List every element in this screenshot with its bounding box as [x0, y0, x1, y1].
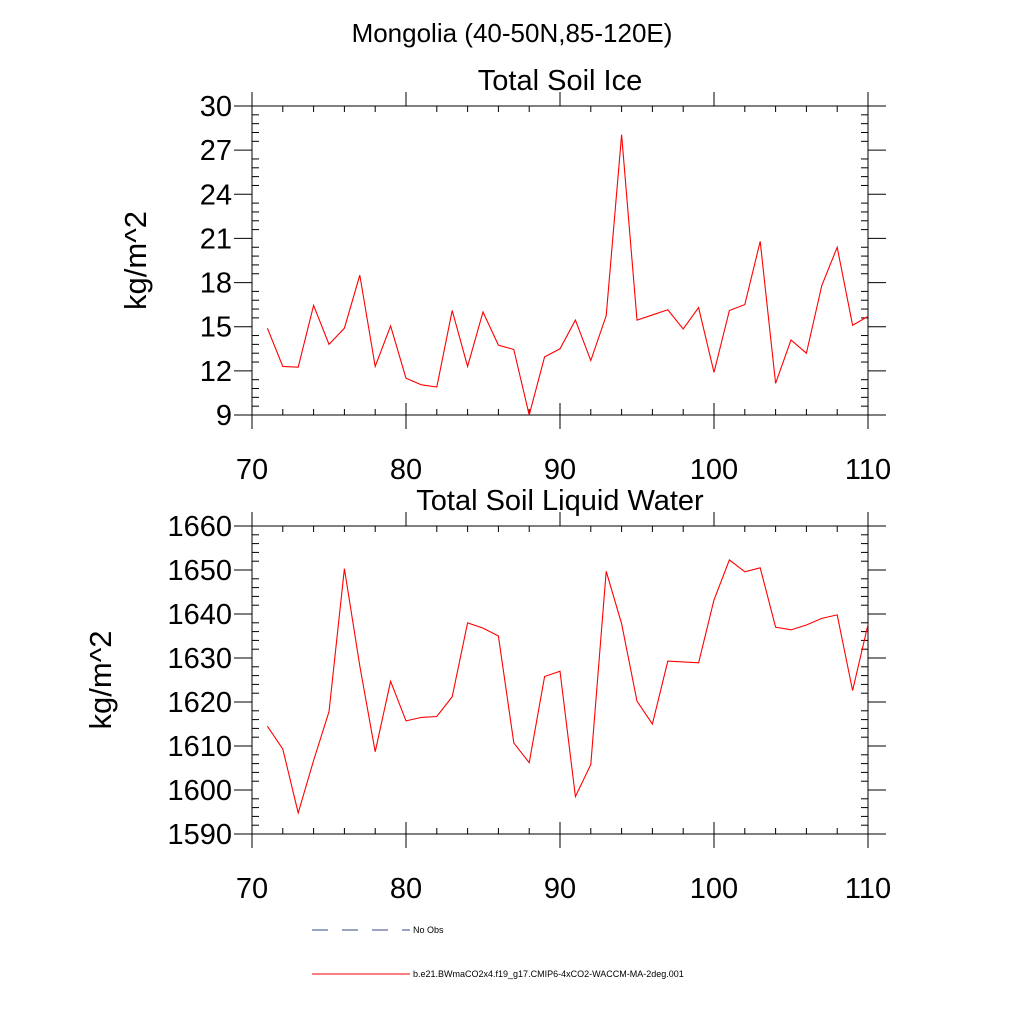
x-tick-label: 100: [690, 873, 738, 905]
y-tick-label: 24: [200, 179, 232, 211]
y-tick-label: 18: [200, 268, 232, 300]
y-tick-label: 27: [200, 135, 232, 167]
x-tick-label: 80: [390, 873, 422, 905]
y-tick-label: 1620: [167, 687, 232, 719]
legend-label: No Obs: [413, 925, 444, 935]
y-tick-label: 1610: [167, 731, 232, 763]
y-tick-label: 21: [200, 223, 232, 255]
legend-label: b.e21.BWmaCO2x4.f19_g17.CMIP6-4xCO2-WACC…: [413, 969, 684, 979]
y-tick-label: 15: [200, 312, 232, 344]
x-tick-label: 110: [845, 454, 891, 486]
axis-ticks: [234, 512, 886, 848]
y-tick-label: 30: [200, 91, 232, 123]
y-tick-label: 1650: [167, 555, 232, 587]
x-tick-label: 90: [544, 454, 576, 486]
x-tick-label: 90: [544, 873, 576, 905]
x-tick-label: 80: [390, 454, 422, 486]
chart-panel-1: Total Soil Ice 70 80 90 100 110 9 12 15 18 21 24 27 3…: [118, 65, 891, 486]
chart-panels: Total Soil Ice 70 80 90 100 110 9 12 15 18 21 24 27 3…: [83, 65, 891, 905]
plot-frame: [251, 105, 869, 416]
x-tick-label: 70: [236, 873, 268, 905]
legend-item-1: No Obs: [312, 925, 444, 935]
axis-ticks: [234, 92, 886, 429]
y-axis-label: kg/m^2: [118, 211, 153, 310]
series-line-1: [266, 134, 869, 416]
x-tick-label: 100: [690, 454, 738, 486]
y-tick-label: 1640: [167, 599, 232, 631]
y-tick-label: 1660: [167, 511, 232, 543]
y-axis-label: kg/m^2: [83, 631, 118, 730]
y-tick-label: 1630: [167, 643, 232, 675]
series-line-1: [266, 558, 869, 816]
y-tick-label: 12: [200, 356, 232, 388]
y-tick-label: 1600: [167, 775, 232, 807]
legend-item-2: b.e21.BWmaCO2x4.f19_g17.CMIP6-4xCO2-WACC…: [312, 969, 684, 979]
legend: No Obs b.e21.BWmaCO2x4.f19_g17.CMIP6-4xCO…: [312, 925, 684, 979]
chart-panel-2: Total Soil Liquid Water 70 80 90 100 110 1590 1…: [83, 485, 891, 905]
x-tick-label: 70: [236, 454, 268, 486]
figure-title: Mongolia (40-50N,85-120E): [352, 18, 673, 48]
panel-title: Total Soil Liquid Water: [416, 485, 704, 517]
panel-title: Total Soil Ice: [478, 65, 642, 97]
x-tick-label: 110: [845, 873, 891, 905]
y-tick-label: 1590: [167, 819, 232, 851]
y-tick-label: 9: [216, 400, 232, 432]
